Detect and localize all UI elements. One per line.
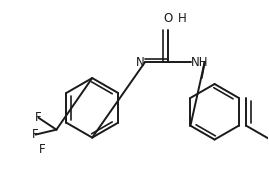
Text: N: N (136, 56, 145, 69)
Text: F: F (35, 111, 42, 124)
Text: F: F (32, 128, 39, 141)
Text: NH: NH (191, 56, 208, 69)
Text: F: F (39, 143, 46, 156)
Text: O: O (163, 11, 172, 25)
Text: H: H (178, 11, 186, 25)
